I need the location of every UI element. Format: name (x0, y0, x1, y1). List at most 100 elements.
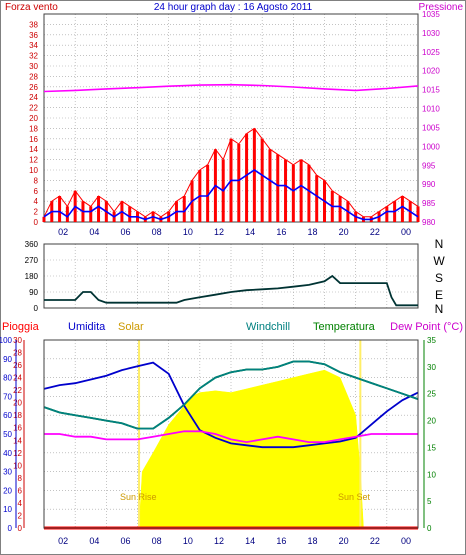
legend-pioggia: Pioggia (2, 321, 40, 333)
direction-tick-label: 180 (25, 272, 39, 281)
rain-tick-label: 22 (13, 386, 22, 395)
pressure-tick-label: 980 (422, 218, 436, 227)
rain-tick-label: 2 (18, 511, 23, 520)
wind-tick-label: 24 (29, 93, 38, 102)
wind-tick-label: 28 (29, 72, 38, 81)
direction-plot-axes: 0 90 180 270 360 (25, 240, 39, 313)
humidity-tick-label: 30 (3, 468, 12, 477)
temp-tick-label: 15 (427, 443, 436, 452)
temp-x-tick-label: 04 (89, 536, 99, 546)
wind-axis-label: Forza vento (5, 2, 58, 13)
legend-umidita: Umidita (68, 321, 106, 333)
legend-dewpoint: Dew Point (°C) (390, 321, 463, 333)
temp-tick-label: 35 (427, 336, 436, 345)
pressure-tick-label: 1020 (422, 67, 440, 76)
pressure-tick-label: 985 (422, 199, 436, 208)
temp-x-tick-label: 02 (58, 536, 68, 546)
legend-windchill: Windchill (246, 321, 290, 333)
sun-rise-label: Sun Rise (120, 492, 157, 502)
temp-x-tick-label: 08 (152, 536, 162, 546)
rain-tick-label: 16 (13, 424, 22, 433)
wind-x-tick-label: 14 (245, 227, 255, 237)
temp-x-tick-label: 10 (183, 536, 193, 546)
rain-tick-label: 12 (13, 449, 22, 458)
wind-average-line (43, 169, 419, 221)
rain-tick-label: 0 (18, 524, 23, 533)
pressure-tick-label: 1000 (422, 142, 440, 151)
rain-tick-label: 26 (13, 361, 22, 370)
wind-x-tick-label: 10 (183, 227, 193, 237)
temp-tick-label: 10 (427, 470, 436, 479)
humidity-tick-label: 70 (3, 392, 12, 401)
wind-x-tick-label: 04 (89, 227, 99, 237)
wind-tick-label: 36 (29, 31, 38, 40)
pressure-tick-label: 1015 (422, 86, 440, 95)
compass-s: S (435, 271, 443, 285)
dewpoint-line (44, 430, 418, 444)
rain-tick-label: 14 (13, 436, 22, 445)
wind-tick-label: 4 (34, 197, 39, 206)
rain-tick-label: 28 (13, 349, 22, 358)
temp-tick-label: 0 (427, 524, 432, 533)
temp-x-tick-label: 14 (245, 536, 255, 546)
wind-x-tick-label: 06 (120, 227, 130, 237)
pressure-line (43, 83, 419, 93)
humidity-tick-label: 10 (3, 505, 12, 514)
wind-x-tick-label: 22 (370, 227, 380, 237)
windchill-line (43, 360, 419, 430)
wind-x-tick-label: 00 (401, 227, 411, 237)
pressure-tick-label: 995 (422, 161, 436, 170)
temp-tick-label: 5 (427, 497, 432, 506)
temp-plot-axes: 0246810121416182022242628300102030405060… (0, 336, 436, 546)
wind-tick-label: 18 (29, 124, 38, 133)
pressure-tick-label: 1005 (422, 123, 440, 132)
temp-x-tick-label: 06 (120, 536, 130, 546)
rain-tick-label: 30 (13, 336, 22, 345)
direction-tick-label: 0 (34, 304, 39, 313)
wind-x-tick-label: 02 (58, 227, 68, 237)
wind-tick-label: 20 (29, 114, 38, 123)
legend-temperatura: Temperatura (313, 321, 376, 333)
wind-tick-label: 6 (34, 187, 39, 196)
wind-tick-label: 26 (29, 83, 38, 92)
wind-tick-label: 32 (29, 52, 38, 61)
rain-tick-label: 20 (13, 399, 22, 408)
wind-tick-label: 12 (29, 156, 38, 165)
humidity-line (43, 361, 419, 449)
wind-x-tick-label: 12 (214, 227, 224, 237)
temp-tick-label: 30 (427, 363, 436, 372)
rain-tick-label: 10 (13, 461, 22, 470)
wind-tick-label: 10 (29, 166, 38, 175)
wind-plot-axes: 0246810121416182022242628303234363898098… (29, 10, 440, 237)
pressure-tick-label: 990 (422, 180, 436, 189)
wind-tick-label: 8 (34, 176, 39, 185)
rain-tick-label: 18 (13, 411, 22, 420)
pressure-axis-label: Pressione (419, 2, 464, 13)
wind-x-tick-label: 08 (152, 227, 162, 237)
pressure-tick-label: 1025 (422, 48, 440, 57)
temp-x-tick-label: 16 (276, 536, 286, 546)
sun-set-label: Sun Set (338, 492, 371, 502)
wind-tick-label: 30 (29, 62, 38, 71)
legend-solar: Solar (118, 321, 144, 333)
wind-tick-label: 14 (29, 145, 38, 154)
wind-x-tick-label: 20 (339, 227, 349, 237)
compass-n-top: N (435, 237, 444, 251)
direction-plot-series (44, 274, 418, 307)
compass-n-bottom: N (435, 302, 444, 316)
pressure-tick-label: 1035 (422, 10, 440, 19)
rain-tick-label: 8 (18, 474, 23, 483)
rain-tick-label: 6 (18, 486, 23, 495)
humidity-tick-label: 40 (3, 449, 12, 458)
wind-tick-label: 0 (34, 218, 39, 227)
humidity-tick-label: 80 (3, 374, 12, 383)
pressure-tick-label: 1010 (422, 105, 440, 114)
compass-e: E (435, 288, 443, 302)
wind-direction-line (44, 274, 418, 307)
rain-tick-label: 4 (18, 499, 23, 508)
temp-x-tick-label: 18 (307, 536, 317, 546)
humidity-tick-label: 50 (3, 430, 12, 439)
pressure-tick-label: 1030 (422, 29, 440, 38)
